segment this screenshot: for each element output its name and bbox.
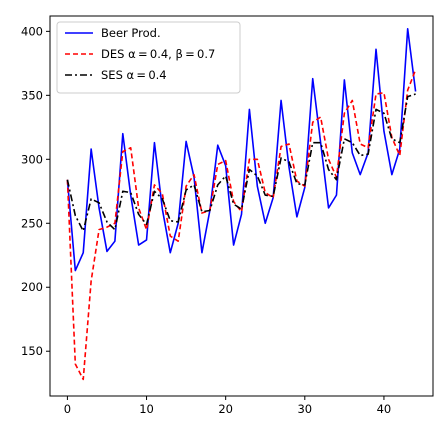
legend: Beer Prod. DES α = 0.4, β = 0.7 SES α = 0.… <box>56 21 241 94</box>
x-axis: 0 10 20 30 40 <box>64 396 392 416</box>
x-tick-label: 10 <box>139 402 154 416</box>
legend-box <box>56 21 241 94</box>
x-tick-label: 0 <box>64 402 71 416</box>
legend-items: Beer Prod. DES α = 0.4, β = 0.7 SES α = 0.… <box>65 26 215 82</box>
axes-frame <box>49 15 434 397</box>
y-axis: 150 200 250 300 350 400 <box>21 24 50 358</box>
legend-label-2: DES α = 0.4, β = 0.7 <box>101 47 215 61</box>
x-tick-label: 20 <box>218 402 233 416</box>
y-tick-label: 150 <box>21 344 43 358</box>
x-tick-label: 40 <box>377 402 392 416</box>
legend-label-1: Beer Prod. <box>101 26 161 40</box>
y-tick-label: 300 <box>21 152 43 166</box>
series-line-1 <box>66 27 417 272</box>
x-tick-label: 30 <box>297 402 312 416</box>
series-line-2 <box>66 69 417 381</box>
series-line-3 <box>66 93 416 232</box>
series-layer <box>66 27 417 381</box>
legend-label-3: SES α = 0.4 <box>101 68 167 82</box>
y-tick-label: 250 <box>21 216 43 230</box>
y-tick-label: 350 <box>21 88 43 102</box>
y-tick-label: 200 <box>21 280 43 294</box>
y-tick-label: 400 <box>21 24 43 38</box>
